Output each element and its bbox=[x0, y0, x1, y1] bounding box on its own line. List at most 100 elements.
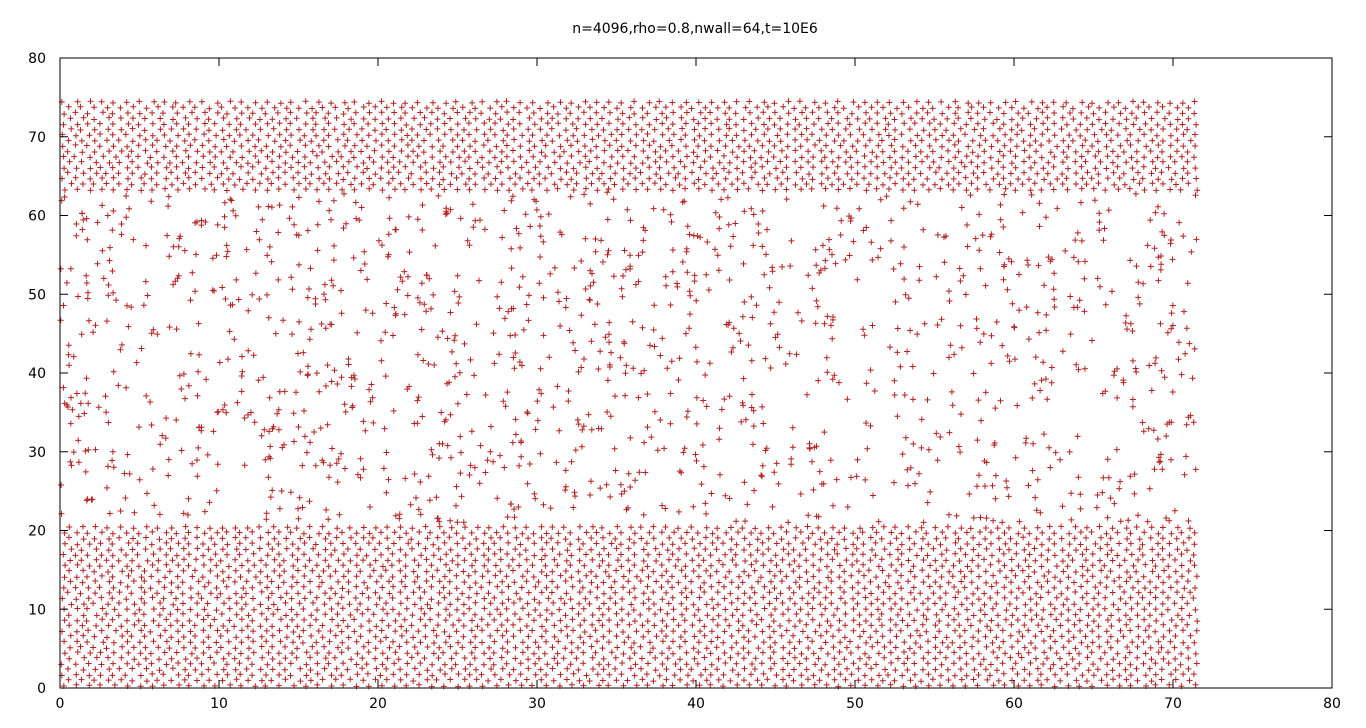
data-point bbox=[543, 572, 550, 579]
data-point bbox=[534, 398, 541, 405]
data-point bbox=[580, 540, 587, 547]
data-point bbox=[410, 634, 417, 641]
data-point bbox=[644, 563, 651, 570]
data-point bbox=[353, 661, 360, 668]
data-point bbox=[542, 628, 549, 635]
data-point bbox=[675, 622, 682, 629]
data-point bbox=[810, 573, 817, 580]
data-point bbox=[591, 321, 598, 328]
data-point bbox=[892, 621, 899, 628]
data-point bbox=[77, 127, 84, 133]
data-point bbox=[189, 109, 195, 116]
data-point bbox=[620, 272, 626, 279]
data-point bbox=[733, 606, 740, 613]
data-point bbox=[857, 525, 864, 532]
data-point bbox=[429, 143, 436, 150]
data-point bbox=[715, 601, 721, 608]
data-point bbox=[588, 426, 595, 433]
data-point bbox=[1180, 143, 1187, 150]
data-point bbox=[1072, 589, 1079, 595]
data-point bbox=[124, 563, 131, 570]
data-point bbox=[97, 672, 104, 679]
data-point bbox=[233, 546, 240, 553]
data-point bbox=[379, 120, 386, 127]
data-point bbox=[253, 228, 260, 235]
data-point bbox=[696, 132, 703, 139]
data-point bbox=[434, 334, 441, 341]
data-point bbox=[220, 655, 227, 662]
data-point bbox=[422, 633, 429, 640]
data-point bbox=[441, 110, 448, 117]
data-point bbox=[739, 525, 746, 532]
data-point bbox=[308, 632, 315, 639]
data-point bbox=[894, 325, 901, 332]
data-point bbox=[499, 589, 505, 596]
data-point bbox=[119, 568, 126, 575]
data-point bbox=[295, 590, 302, 597]
data-point bbox=[557, 229, 564, 236]
data-point bbox=[1000, 110, 1007, 117]
data-point bbox=[690, 116, 697, 123]
data-point bbox=[596, 563, 603, 569]
data-point bbox=[625, 611, 632, 618]
data-point bbox=[414, 99, 421, 106]
data-point bbox=[640, 590, 647, 597]
data-point bbox=[530, 530, 537, 537]
data-point bbox=[117, 524, 124, 530]
data-point bbox=[1103, 671, 1110, 678]
data-point bbox=[270, 601, 277, 608]
data-point bbox=[1071, 621, 1078, 628]
data-point bbox=[1184, 547, 1190, 554]
data-point bbox=[886, 154, 893, 161]
data-point bbox=[512, 546, 519, 553]
data-point bbox=[410, 181, 417, 188]
data-point bbox=[1002, 540, 1009, 547]
data-point bbox=[1133, 115, 1140, 122]
data-point bbox=[1152, 360, 1159, 367]
data-point bbox=[109, 121, 116, 127]
data-point bbox=[264, 153, 271, 160]
data-point bbox=[1165, 649, 1171, 656]
data-point bbox=[205, 116, 212, 123]
data-point bbox=[996, 148, 1003, 155]
data-point bbox=[1019, 181, 1026, 188]
data-point bbox=[430, 99, 436, 106]
data-point bbox=[345, 645, 352, 652]
data-point bbox=[837, 584, 844, 591]
data-point bbox=[856, 612, 863, 618]
data-point bbox=[786, 585, 793, 591]
data-point bbox=[1083, 524, 1090, 531]
data-point bbox=[390, 100, 397, 107]
data-point bbox=[926, 143, 933, 149]
data-point bbox=[118, 654, 125, 661]
data-point bbox=[165, 193, 172, 200]
data-point bbox=[109, 563, 116, 570]
data-point bbox=[403, 605, 410, 612]
data-point bbox=[428, 562, 435, 569]
data-point bbox=[888, 562, 895, 568]
data-point bbox=[238, 99, 245, 105]
data-point bbox=[517, 143, 524, 150]
data-point bbox=[769, 503, 776, 510]
data-point bbox=[735, 143, 742, 150]
data-point bbox=[1050, 163, 1057, 170]
data-point bbox=[992, 405, 999, 412]
data-point bbox=[746, 98, 753, 105]
data-point bbox=[1031, 159, 1038, 166]
data-point bbox=[906, 126, 913, 133]
data-point bbox=[167, 622, 174, 629]
data-point bbox=[792, 147, 799, 154]
data-point bbox=[955, 138, 962, 145]
data-point bbox=[1012, 660, 1019, 667]
data-point bbox=[640, 137, 647, 144]
data-point bbox=[1079, 99, 1086, 106]
data-point bbox=[1192, 165, 1199, 172]
data-point bbox=[249, 132, 256, 139]
data-point bbox=[1185, 115, 1192, 122]
data-point bbox=[225, 563, 232, 570]
data-point bbox=[626, 589, 633, 596]
data-point bbox=[729, 557, 736, 563]
data-point bbox=[163, 175, 170, 182]
data-point bbox=[992, 495, 999, 502]
data-point bbox=[722, 492, 729, 499]
